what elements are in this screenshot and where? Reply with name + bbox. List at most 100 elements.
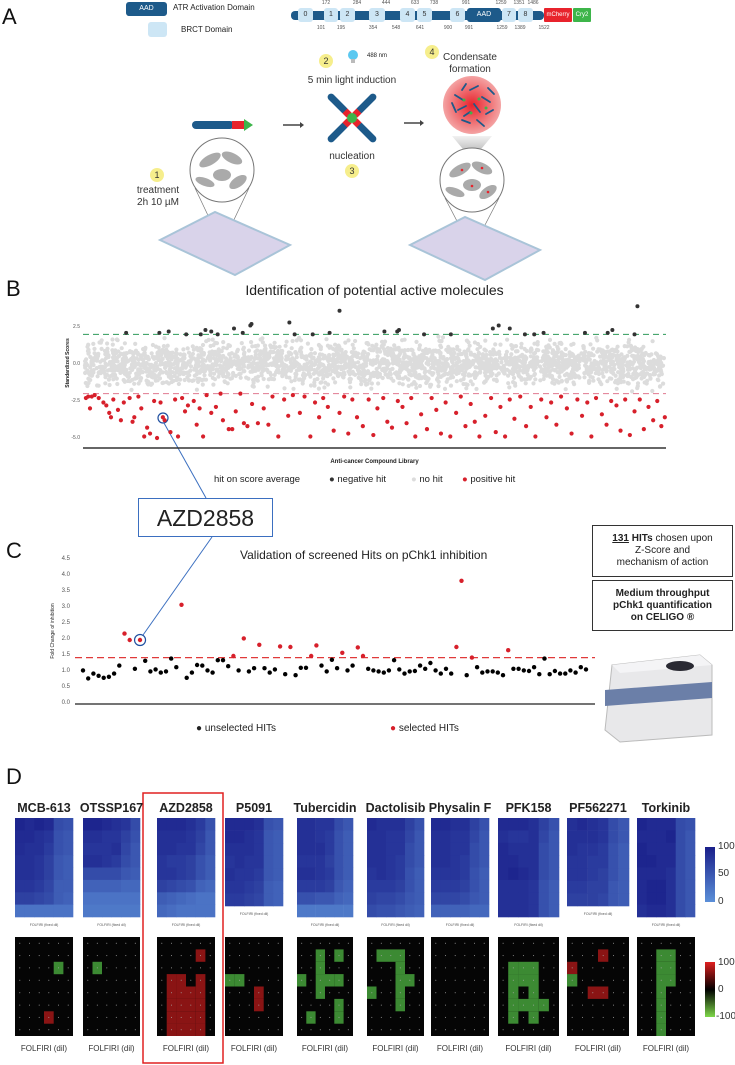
selected-hit-point [241, 636, 246, 641]
cell-value-mark [229, 1016, 231, 1018]
no-hit-point [581, 351, 587, 356]
viability-cell [646, 842, 657, 856]
positive-hit-point [118, 418, 123, 423]
cell-value-mark [106, 967, 108, 969]
no-hit-point [241, 369, 246, 374]
cell-value-mark [390, 1004, 392, 1006]
no-hit-point [531, 381, 536, 386]
no-hit-point [303, 363, 308, 368]
viability-cell [244, 880, 255, 894]
no-hit-point [94, 358, 99, 363]
viability-cell [431, 904, 441, 918]
no-hit-point [324, 337, 329, 342]
cell-value-mark [602, 955, 604, 957]
no-hit-point [89, 368, 94, 373]
no-hit-point [382, 339, 388, 344]
no-hit-point [538, 378, 543, 383]
viability-cell [577, 843, 588, 856]
cell-value-mark [553, 1004, 555, 1006]
cell-value-mark [464, 1029, 466, 1031]
viability-cell [234, 880, 245, 894]
positive-hit-point [498, 404, 503, 410]
cell-value-mark [301, 967, 303, 969]
viability-cell [479, 842, 490, 856]
no-hit-point [307, 353, 313, 358]
no-hit-point [188, 358, 193, 363]
cell-value-mark [87, 942, 89, 944]
viability-cell [656, 855, 667, 868]
cell-value-mark [582, 1004, 583, 1006]
no-hit-point [626, 340, 631, 345]
no-hit-point [282, 371, 287, 376]
no-hit-point [129, 387, 134, 392]
no-hit-point [552, 341, 557, 346]
positive-hit-point [104, 403, 109, 408]
no-hit-point [632, 369, 638, 374]
viability-cell [618, 880, 630, 894]
no-hit-point [190, 344, 195, 349]
viability-cell [273, 868, 284, 882]
viability-cell [263, 880, 274, 894]
cell-value-mark [512, 979, 514, 981]
no-hit-point [380, 359, 385, 364]
no-hit-point [537, 364, 543, 369]
viability-cell [675, 830, 686, 844]
callout-line-b [163, 422, 207, 499]
no-hit-point [347, 380, 353, 385]
cell-value-mark [239, 979, 240, 981]
negative-hit-point [184, 332, 189, 337]
cell-value-mark [641, 955, 643, 957]
no-hit-point [497, 352, 502, 357]
viability-cell [637, 879, 647, 893]
no-hit-point [563, 387, 568, 392]
no-hit-point [504, 361, 509, 366]
cell-value-mark [502, 992, 504, 994]
compound-title: PFK158 [505, 801, 552, 815]
no-hit-point [557, 374, 562, 379]
viability-cell [498, 904, 509, 918]
cell-value-mark [87, 1016, 89, 1018]
viability-cell [34, 842, 45, 856]
no-hit-point [392, 355, 397, 361]
viability-cell [102, 818, 112, 831]
cell-value-mark [522, 1004, 524, 1006]
cell-value-mark [301, 979, 303, 981]
cell-value-mark [248, 1029, 250, 1031]
cell-value-mark [277, 955, 279, 957]
no-hit-point [428, 382, 433, 387]
viability-cell [315, 842, 326, 856]
no-hit-point [514, 363, 519, 368]
cell-value-mark [390, 1029, 392, 1031]
no-hit-point [476, 350, 481, 355]
viability-cell [205, 879, 216, 893]
viability-cell [528, 842, 539, 856]
cell-value-mark [200, 1016, 201, 1018]
no-hit-point [616, 370, 621, 375]
y-tick-label: 2.5 [73, 324, 80, 330]
cell-value-mark [190, 942, 192, 944]
cell-value-mark [680, 992, 681, 994]
cell-value-mark [399, 942, 401, 944]
unselected-hit-point [298, 665, 303, 670]
no-hit-point [348, 385, 353, 390]
no-hit-point [470, 362, 475, 367]
legend-positive-hit: ● positive hit [462, 474, 515, 485]
cell-value-mark [592, 967, 594, 969]
cell-value-mark [161, 1016, 163, 1018]
no-hit-point [124, 372, 129, 377]
y-tick-label: 2.0 [61, 636, 70, 642]
viability-cell [157, 879, 167, 893]
cell-value-mark [533, 967, 535, 969]
cell-value-mark [641, 942, 643, 944]
celigo-device-image [604, 654, 713, 743]
no-hit-point [617, 362, 622, 367]
cell-value-mark [533, 942, 535, 944]
no-hit-point [173, 351, 178, 356]
no-hit-point [358, 376, 363, 381]
cell-value-mark [190, 1029, 192, 1031]
positive-hit-point [443, 400, 448, 405]
no-hit-point [484, 369, 489, 374]
no-hit-point [412, 361, 417, 366]
no-hit-point [605, 379, 610, 384]
highlight-circle-c [133, 633, 147, 647]
